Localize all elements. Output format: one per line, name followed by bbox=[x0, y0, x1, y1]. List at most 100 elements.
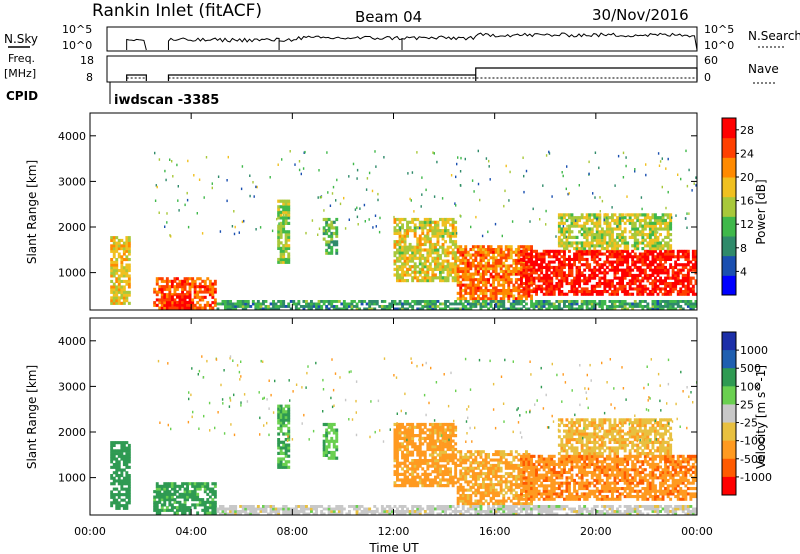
heatmap-cell bbox=[499, 305, 503, 308]
heatmap-cell bbox=[117, 501, 121, 505]
heatmap-cell bbox=[522, 484, 526, 488]
heatmap-cell bbox=[464, 291, 468, 295]
heatmap-cell bbox=[459, 300, 463, 303]
heatmap-cell bbox=[176, 506, 179, 510]
heatmap-cell bbox=[127, 252, 131, 256]
heatmap-cell bbox=[605, 216, 609, 220]
heatmap-cell bbox=[279, 451, 283, 455]
heatmap-cell bbox=[578, 216, 581, 220]
heatmap-cell bbox=[125, 247, 129, 251]
heatmap-cell bbox=[570, 216, 574, 220]
heatmap-cell bbox=[537, 302, 541, 306]
heatmap-cell bbox=[198, 285, 202, 289]
heatmap-cell bbox=[110, 236, 114, 240]
heatmap-cell bbox=[396, 231, 399, 235]
heatmap-cell bbox=[466, 291, 470, 295]
heatmap-cell bbox=[499, 258, 503, 262]
heatmap-cell bbox=[416, 302, 420, 306]
heatmap-cell bbox=[277, 205, 281, 209]
heatmap-cell bbox=[585, 307, 589, 311]
heatmap-cell bbox=[648, 247, 652, 251]
heatmap-cell bbox=[583, 233, 587, 237]
heatmap-cell bbox=[659, 282, 662, 286]
heatmap-cell bbox=[454, 220, 458, 224]
heatmap-cell bbox=[623, 273, 627, 277]
heatmap-cell bbox=[530, 300, 533, 303]
heatmap-cell bbox=[464, 496, 468, 500]
heatmap-cell bbox=[605, 271, 609, 275]
heatmap-cell bbox=[595, 235, 599, 239]
heatmap-cell bbox=[421, 248, 425, 252]
heatmap-cell bbox=[431, 442, 435, 446]
heatmap-cell bbox=[570, 244, 574, 248]
heatmap-cell bbox=[497, 458, 501, 462]
heatmap-cell bbox=[666, 271, 670, 275]
heatmap-cell bbox=[669, 290, 673, 294]
velocity-heatmap bbox=[110, 355, 698, 516]
heatmap-cell bbox=[469, 474, 473, 478]
heatmap-cell bbox=[466, 496, 470, 500]
heatmap-cell bbox=[525, 282, 528, 286]
heatmap-cell bbox=[428, 459, 432, 463]
heatmap-cell bbox=[163, 500, 167, 504]
heatmap-cell bbox=[666, 307, 670, 311]
heatmap-cell bbox=[532, 276, 536, 280]
heatmap-cell bbox=[284, 451, 288, 455]
heatmap-cell bbox=[616, 271, 619, 275]
heatmap-cell bbox=[464, 261, 468, 265]
heatmap-cell bbox=[423, 436, 427, 440]
heatmap-cell bbox=[671, 284, 675, 288]
heatmap-cell bbox=[413, 248, 417, 252]
heatmap-cell bbox=[661, 244, 665, 248]
heatmap-cell bbox=[426, 428, 430, 432]
heatmap-cell bbox=[193, 174, 195, 177]
heatmap-cell bbox=[398, 273, 402, 277]
heatmap-cell bbox=[522, 248, 526, 252]
heatmap-cell bbox=[608, 279, 612, 283]
heatmap-cell bbox=[460, 156, 462, 160]
heatmap-cell bbox=[171, 160, 173, 163]
heatmap-cell bbox=[580, 290, 584, 294]
heatmap-cell bbox=[613, 284, 617, 288]
heatmap-cell bbox=[643, 287, 647, 291]
heatmap-cell bbox=[198, 303, 202, 307]
heatmap-cell bbox=[555, 282, 559, 286]
heatmap-cell bbox=[517, 278, 521, 282]
heatmap-cell bbox=[479, 291, 483, 295]
heatmap-cell bbox=[406, 475, 409, 479]
heatmap-cell bbox=[198, 484, 202, 488]
heatmap-cell bbox=[646, 263, 650, 267]
heatmap-cell bbox=[398, 300, 402, 303]
heatmap-cell bbox=[499, 461, 503, 465]
heatmap-cell bbox=[611, 292, 614, 296]
heatmap-cell bbox=[593, 224, 597, 228]
heatmap-cell bbox=[545, 263, 549, 267]
heatmap-cell bbox=[623, 230, 627, 234]
heatmap-cell bbox=[279, 465, 283, 469]
heatmap-cell bbox=[125, 293, 129, 297]
heatmap-cell bbox=[125, 474, 129, 478]
heatmap-cell bbox=[598, 166, 600, 170]
heatmap-cell bbox=[449, 428, 452, 432]
heatmap-cell bbox=[643, 221, 647, 225]
heatmap-cell bbox=[153, 303, 157, 307]
heatmap-cell bbox=[469, 499, 473, 503]
heatmap-cell bbox=[454, 447, 458, 452]
heatmap-cell bbox=[277, 235, 281, 239]
heatmap-cell bbox=[460, 184, 462, 187]
heatmap-cell bbox=[193, 482, 197, 486]
heatmap-cell bbox=[122, 476, 126, 480]
heatmap-cell bbox=[492, 472, 495, 476]
heatmap-cell bbox=[616, 247, 619, 251]
heatmap-cell bbox=[654, 227, 657, 231]
heatmap-cell bbox=[512, 283, 516, 287]
heatmap-cell bbox=[552, 287, 556, 291]
heatmap-cell bbox=[439, 478, 442, 482]
heatmap-cell bbox=[523, 174, 525, 178]
heatmap-cell bbox=[168, 500, 172, 504]
heatmap-cell bbox=[287, 210, 291, 214]
heatmap-cell bbox=[638, 230, 642, 234]
heatmap-cell bbox=[661, 218, 665, 223]
heatmap-cell bbox=[608, 244, 612, 248]
heatmap-cell bbox=[168, 287, 172, 291]
